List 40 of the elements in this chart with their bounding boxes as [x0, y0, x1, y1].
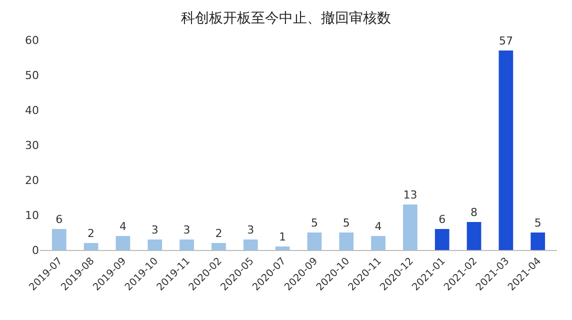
data-label: 2: [215, 227, 222, 240]
bar: [466, 222, 482, 250]
bar: [371, 236, 386, 250]
data-label: 13: [403, 188, 418, 202]
data-label: 8: [470, 206, 478, 219]
y-tick-label: 60: [25, 34, 39, 47]
y-tick-label: 10: [25, 208, 39, 222]
bar: [212, 243, 226, 250]
bar: [339, 232, 354, 250]
data-label: 2: [88, 227, 95, 240]
data-label: 57: [498, 34, 513, 48]
y-tick-label: 0: [32, 244, 39, 257]
data-label: 6: [56, 213, 63, 226]
data-label: 4: [374, 220, 382, 233]
y-tick-label: 20: [25, 174, 39, 187]
bar: [243, 240, 258, 250]
bar: [530, 232, 546, 250]
y-tick-label: 50: [25, 68, 39, 82]
data-label: 5: [342, 216, 350, 230]
bar: [307, 232, 322, 250]
data-label: 3: [183, 224, 190, 236]
bar: [403, 204, 418, 250]
bar: [498, 50, 514, 250]
bar: [116, 236, 130, 250]
data-label: 4: [119, 220, 126, 233]
bar: [148, 240, 162, 250]
bar: [84, 243, 98, 250]
bar: [275, 246, 290, 250]
bar: [52, 229, 66, 250]
data-label: 3: [151, 224, 158, 236]
chart-title: 科创板开板至今中止、撤回审核数: [181, 10, 391, 27]
data-label: 5: [310, 216, 318, 230]
bar: [180, 240, 194, 250]
y-tick-label: 30: [25, 138, 39, 152]
y-tick-label: 40: [25, 104, 39, 117]
data-label: 5: [534, 216, 542, 230]
bar: [434, 229, 450, 250]
data-label: 1: [279, 230, 286, 244]
data-label: 3: [247, 224, 254, 236]
data-label: 6: [438, 213, 446, 226]
